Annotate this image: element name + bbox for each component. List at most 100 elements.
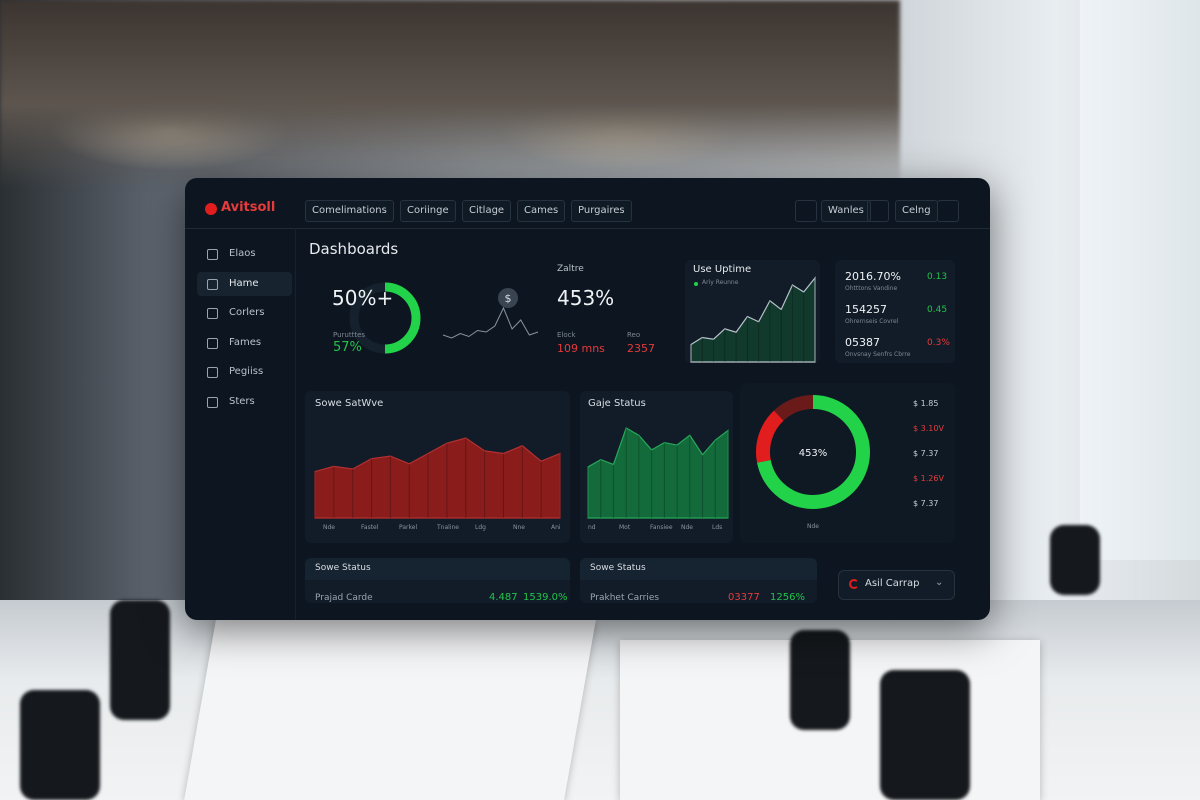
stat-value: 453% — [557, 286, 615, 310]
stat-item-label: Reo — [627, 331, 641, 339]
sidebar-item[interactable]: Corlers — [197, 301, 292, 325]
footer-change: 1539.0% — [523, 592, 568, 603]
stat-item-value: 109 mns — [557, 342, 605, 355]
sidebar-label[interactable]: Sters — [229, 395, 255, 407]
price: $ 7.37 — [913, 449, 939, 458]
logo[interactable]: Avitsoll — [221, 200, 276, 215]
x-label: Ldg — [475, 524, 486, 531]
dollar-icon — [498, 288, 518, 308]
x-label: Mot — [619, 524, 631, 531]
donut-segment — [756, 410, 784, 463]
sidebar-icon — [207, 278, 218, 290]
chair — [880, 670, 970, 800]
nav-item[interactable]: Coriinge — [400, 200, 456, 222]
button-label[interactable]: Asil Carrap — [865, 578, 920, 589]
sales-title: Sowe SatWve — [315, 398, 384, 409]
uptime-legend: Ariy Reunne — [702, 279, 739, 286]
window — [1080, 0, 1200, 560]
sidebar-item[interactable]: Sters — [197, 390, 292, 414]
metric-caption: Ohrernseis Covrel — [845, 318, 899, 325]
x-label: Nde — [323, 524, 335, 531]
logo-icon — [205, 203, 217, 215]
sidebar-item[interactable]: Pegiiss — [197, 360, 292, 384]
footer-label: Prakhet Carries — [590, 593, 660, 603]
sidebar-label[interactable]: Pegiiss — [229, 366, 264, 377]
footer-header — [305, 558, 570, 580]
status-title: Gaje Status — [588, 398, 646, 409]
donut-label: 453% — [799, 448, 828, 459]
sidebar-icon — [207, 337, 218, 349]
footer-value: 03377 — [728, 592, 760, 603]
price: $ 3.10V — [913, 424, 944, 433]
sidebar-icon — [207, 396, 218, 408]
gauge-caption: Purutttes — [333, 331, 366, 339]
sidebar-item[interactable]: Hame — [197, 271, 292, 296]
x-label: Tnaline — [437, 524, 459, 531]
nav-item[interactable]: Comelimations — [305, 200, 394, 222]
table — [184, 620, 596, 800]
nav-item[interactable]: Citlage — [462, 200, 512, 222]
x-label: Fansiee — [650, 524, 673, 531]
x-label: Lds — [712, 524, 723, 531]
button[interactable]: Asil Carrap ⌄ — [838, 570, 955, 600]
x-label: Parkel — [399, 524, 418, 531]
gauge-sub-value: 57% — [333, 340, 362, 355]
search-icon[interactable] — [795, 200, 817, 222]
power-icon[interactable] — [937, 200, 959, 222]
x-label: Nde — [681, 524, 693, 531]
sidebar-item[interactable]: Elaos — [197, 242, 292, 266]
x-label: Nne — [513, 524, 525, 531]
chair — [20, 690, 100, 800]
footer-value: 4.487 — [489, 592, 518, 603]
stat-item-label: Elock — [557, 331, 576, 339]
ceiling — [0, 0, 900, 190]
sidebar-icon — [207, 308, 218, 319]
footer-title: Sowe Status — [315, 563, 371, 573]
footer-header — [580, 558, 817, 580]
x-label: Fastel — [361, 524, 379, 531]
metric-value: 154257 — [845, 303, 887, 316]
sidebar-label[interactable]: Fames — [229, 336, 262, 348]
donut-segment — [757, 395, 870, 509]
status-area — [587, 427, 729, 519]
gauge-arc — [384, 282, 421, 354]
footer-change: 1256% — [770, 592, 805, 603]
x-label: Ani — [551, 524, 561, 531]
sidebar-divider — [295, 228, 296, 620]
legend-dot — [694, 282, 698, 286]
donut-segment — [773, 395, 814, 421]
x-label: nd — [588, 524, 596, 531]
chair — [790, 630, 850, 730]
price: $ 1.26V — [913, 474, 944, 483]
sidebar-item[interactable]: Fames — [197, 331, 292, 355]
uptime-area — [690, 276, 816, 363]
sidebar-label[interactable]: Hame — [229, 277, 259, 289]
nav-item[interactable]: Purgaires — [571, 200, 632, 222]
header-divider — [185, 228, 990, 229]
page-title: Dashboards — [309, 240, 399, 258]
gauge-value: 50%+ — [332, 286, 394, 310]
metric-delta: 0.45 — [927, 305, 948, 315]
metrics-card — [835, 260, 955, 363]
nav-item[interactable]: Cames — [517, 200, 566, 222]
dollar-symbol: $ — [505, 292, 512, 305]
sales-area — [314, 437, 561, 519]
donut-caption: Nde — [807, 523, 819, 530]
sidebar-label[interactable]: Elaos — [229, 248, 256, 259]
uptime-title: Use Uptime — [693, 264, 752, 275]
footer-label: Prajad Carde — [315, 593, 373, 603]
sidebar-icon — [207, 249, 218, 260]
grid-icon[interactable] — [867, 200, 889, 222]
dashboard-window: Avitsoll Dashboards Asil Carrap ⌄ $453% N… — [185, 178, 990, 620]
metric-value: 05387 — [845, 336, 880, 349]
sidebar-icon — [207, 367, 218, 378]
metric-value: 2016.70% — [845, 270, 901, 283]
chair — [1050, 525, 1100, 595]
sparkline — [442, 306, 539, 339]
metric-caption: Ohtttons Vandine — [845, 285, 898, 292]
action[interactable]: Celng — [895, 200, 938, 222]
action[interactable]: Wanles — [821, 200, 871, 222]
price: $ 1.85 — [913, 399, 939, 408]
sidebar-label[interactable]: Corlers — [229, 307, 265, 318]
